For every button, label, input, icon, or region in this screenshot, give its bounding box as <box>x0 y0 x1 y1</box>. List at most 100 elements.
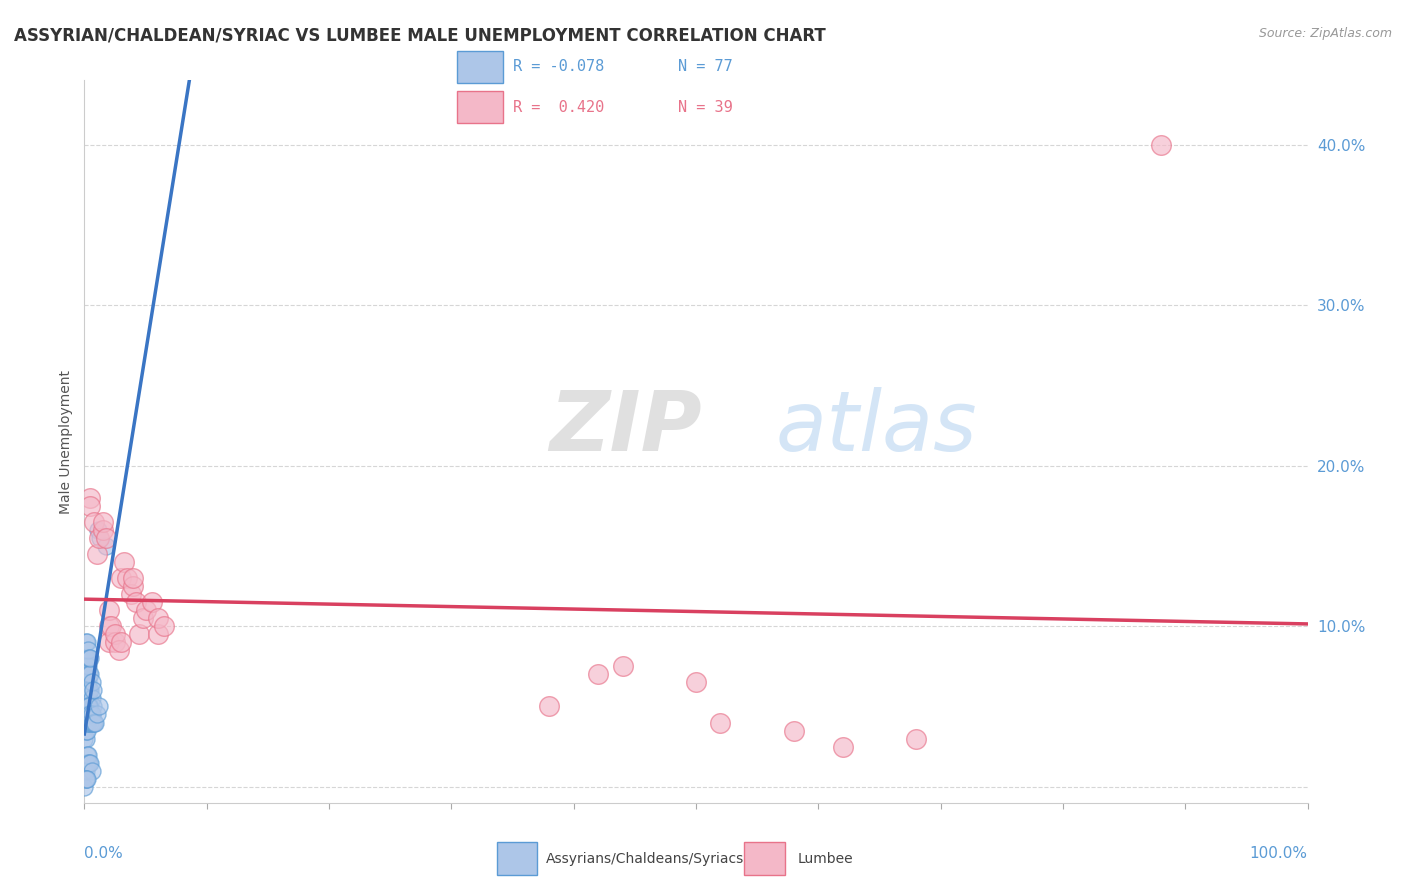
Point <box>87 531 110 545</box>
Text: R =  0.420: R = 0.420 <box>513 100 605 115</box>
Point <box>79 707 101 722</box>
Text: 0.0%: 0.0% <box>84 847 124 861</box>
Point <box>73 780 96 794</box>
Y-axis label: Male Unemployment: Male Unemployment <box>59 369 73 514</box>
Text: R = -0.078: R = -0.078 <box>513 59 605 74</box>
Point <box>110 635 132 649</box>
Point <box>77 683 100 698</box>
Point <box>77 651 100 665</box>
Point <box>82 683 104 698</box>
Point <box>73 699 96 714</box>
Point <box>82 715 104 730</box>
Point <box>96 539 118 553</box>
Text: Assyrians/Chaldeans/Syriacs: Assyrians/Chaldeans/Syriacs <box>546 852 744 865</box>
Point <box>141 595 163 609</box>
Point <box>76 691 98 706</box>
Text: Lumbee: Lumbee <box>799 852 853 865</box>
Point <box>77 707 100 722</box>
Text: Source: ZipAtlas.com: Source: ZipAtlas.com <box>1258 27 1392 40</box>
Point <box>80 675 103 690</box>
Point <box>104 627 127 641</box>
Point <box>76 699 98 714</box>
Point <box>82 699 104 714</box>
Point <box>80 764 103 778</box>
Point <box>77 667 100 681</box>
Point <box>120 587 142 601</box>
Point <box>76 667 98 681</box>
Point <box>75 723 97 738</box>
Point <box>73 731 96 746</box>
Point <box>77 707 100 722</box>
Point <box>110 571 132 585</box>
Point <box>80 707 103 722</box>
Point <box>77 699 100 714</box>
Point <box>77 691 100 706</box>
Point <box>100 619 122 633</box>
Point <box>77 699 100 714</box>
Point <box>75 683 97 698</box>
Point <box>75 731 97 746</box>
Point <box>75 764 97 778</box>
Point <box>75 772 97 786</box>
FancyBboxPatch shape <box>496 842 537 874</box>
Point <box>87 699 110 714</box>
Point <box>586 667 609 681</box>
Point <box>89 531 111 545</box>
Point <box>86 547 108 561</box>
Point <box>831 739 853 754</box>
Text: atlas: atlas <box>776 386 977 467</box>
Point <box>905 731 928 746</box>
Point <box>80 715 103 730</box>
Point <box>685 675 707 690</box>
Point <box>77 756 100 770</box>
Point <box>538 699 561 714</box>
Point <box>84 715 107 730</box>
Point <box>79 491 101 505</box>
Point <box>77 667 100 681</box>
Point <box>77 643 100 657</box>
Point <box>76 635 98 649</box>
Point <box>77 683 100 698</box>
Point <box>97 635 120 649</box>
Point <box>76 723 98 738</box>
Point <box>122 579 145 593</box>
Point <box>73 764 96 778</box>
Text: N = 77: N = 77 <box>679 59 733 74</box>
Point <box>77 756 100 770</box>
Point <box>76 715 98 730</box>
Point <box>107 643 129 657</box>
Point <box>122 571 145 585</box>
Point <box>77 675 100 690</box>
Point <box>115 571 138 585</box>
Point <box>91 515 114 529</box>
Point <box>75 675 97 690</box>
Point <box>709 715 731 730</box>
Point <box>612 659 634 673</box>
Point <box>97 619 120 633</box>
Point <box>128 627 150 641</box>
Point <box>146 611 169 625</box>
Point <box>1150 137 1173 152</box>
Text: ASSYRIAN/CHALDEAN/SYRIAC VS LUMBEE MALE UNEMPLOYMENT CORRELATION CHART: ASSYRIAN/CHALDEAN/SYRIAC VS LUMBEE MALE … <box>14 27 825 45</box>
Point <box>96 531 118 545</box>
Point <box>97 603 120 617</box>
Point <box>77 715 100 730</box>
Point <box>77 707 100 722</box>
Point <box>75 667 97 681</box>
Point <box>76 683 98 698</box>
Point <box>75 691 97 706</box>
Point <box>87 523 110 537</box>
Point <box>76 675 98 690</box>
Point <box>75 635 97 649</box>
Point <box>104 635 127 649</box>
Point <box>76 707 98 722</box>
Point <box>125 595 148 609</box>
Point <box>83 715 105 730</box>
Point <box>112 555 135 569</box>
Text: N = 39: N = 39 <box>679 100 733 115</box>
Point <box>75 651 97 665</box>
Point <box>783 723 806 738</box>
FancyBboxPatch shape <box>744 842 785 874</box>
Point <box>79 683 101 698</box>
Point <box>91 523 114 537</box>
